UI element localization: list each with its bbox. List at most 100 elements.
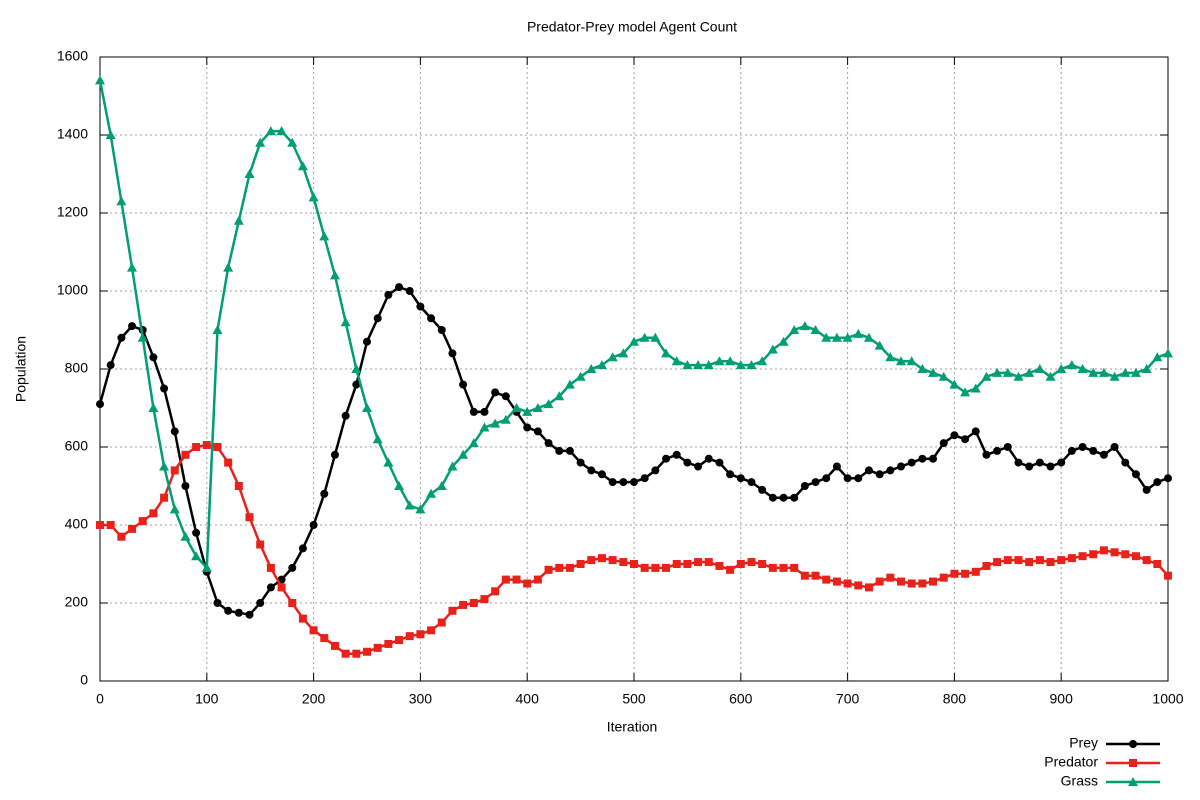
y-axis-label: Population [13, 336, 29, 402]
legend-label: Predator [1044, 754, 1098, 770]
marker [437, 618, 446, 627]
marker [1129, 759, 1137, 767]
marker [555, 563, 564, 572]
marker [1078, 443, 1087, 451]
marker [395, 636, 404, 645]
marker [276, 126, 287, 136]
marker [661, 348, 672, 358]
marker [1003, 443, 1012, 451]
marker [1056, 364, 1067, 373]
marker [447, 461, 458, 471]
marker [469, 599, 478, 607]
marker [961, 435, 970, 444]
marker [640, 563, 649, 572]
legend-label: Prey [1069, 735, 1098, 751]
marker [790, 563, 799, 572]
marker [96, 400, 104, 409]
marker [832, 462, 841, 471]
marker [555, 446, 564, 455]
marker [319, 231, 330, 241]
marker [341, 411, 350, 420]
marker [1078, 552, 1087, 561]
marker [619, 478, 628, 487]
marker [897, 462, 905, 471]
marker [938, 371, 949, 381]
marker [597, 470, 606, 479]
marker [522, 406, 533, 416]
x-tick-label: 0 [96, 691, 104, 707]
marker [918, 579, 927, 588]
marker [758, 560, 767, 568]
marker [149, 353, 158, 362]
marker [897, 577, 905, 586]
marker [822, 474, 831, 483]
marker [372, 434, 383, 444]
marker [138, 517, 147, 526]
marker [864, 583, 873, 592]
marker [169, 504, 180, 514]
marker [128, 322, 137, 331]
marker [490, 418, 501, 428]
marker [223, 262, 234, 272]
marker [224, 458, 233, 467]
marker [1153, 560, 1162, 568]
marker [384, 639, 393, 648]
y-tick-label: 1600 [57, 48, 88, 64]
marker [767, 344, 778, 354]
marker [1089, 550, 1098, 559]
marker [298, 614, 307, 623]
marker [288, 563, 297, 572]
marker [629, 336, 639, 346]
marker [1110, 548, 1119, 557]
marker [394, 481, 405, 490]
marker [1014, 556, 1023, 565]
y-tick-label: 0 [80, 672, 88, 688]
marker [896, 356, 906, 366]
marker [596, 360, 607, 370]
marker [651, 563, 660, 572]
marker [982, 450, 991, 459]
marker [683, 560, 692, 568]
marker [789, 325, 800, 334]
marker [362, 403, 372, 412]
marker [1120, 367, 1131, 377]
chart-title: Predator-Prey model Agent Count [527, 19, 737, 35]
marker [1142, 556, 1151, 565]
marker [821, 332, 832, 342]
marker [106, 521, 115, 529]
marker [1035, 458, 1044, 467]
marker [618, 348, 629, 358]
marker [672, 450, 681, 459]
marker [181, 482, 190, 490]
marker [554, 391, 565, 401]
marker [320, 489, 329, 498]
marker [480, 595, 489, 604]
marker [854, 474, 863, 483]
marker [1057, 458, 1066, 467]
marker [650, 332, 661, 342]
marker [874, 340, 885, 350]
marker [607, 352, 618, 362]
x-tick-label: 300 [409, 691, 433, 707]
marker [961, 569, 970, 578]
marker [1077, 364, 1088, 373]
marker [639, 332, 650, 342]
marker [715, 458, 724, 467]
marker [416, 630, 425, 639]
marker [459, 600, 468, 609]
marker [448, 349, 457, 358]
marker [544, 439, 553, 448]
marker [928, 367, 939, 377]
marker [683, 458, 692, 467]
marker [747, 478, 756, 487]
y-tick-label: 800 [65, 360, 89, 376]
marker [736, 560, 745, 568]
x-tick-label: 600 [729, 691, 753, 707]
marker [244, 169, 255, 178]
marker [822, 575, 831, 584]
marker [950, 431, 959, 440]
marker [213, 599, 222, 607]
marker [288, 599, 297, 607]
marker [523, 423, 532, 432]
marker [1002, 367, 1013, 377]
